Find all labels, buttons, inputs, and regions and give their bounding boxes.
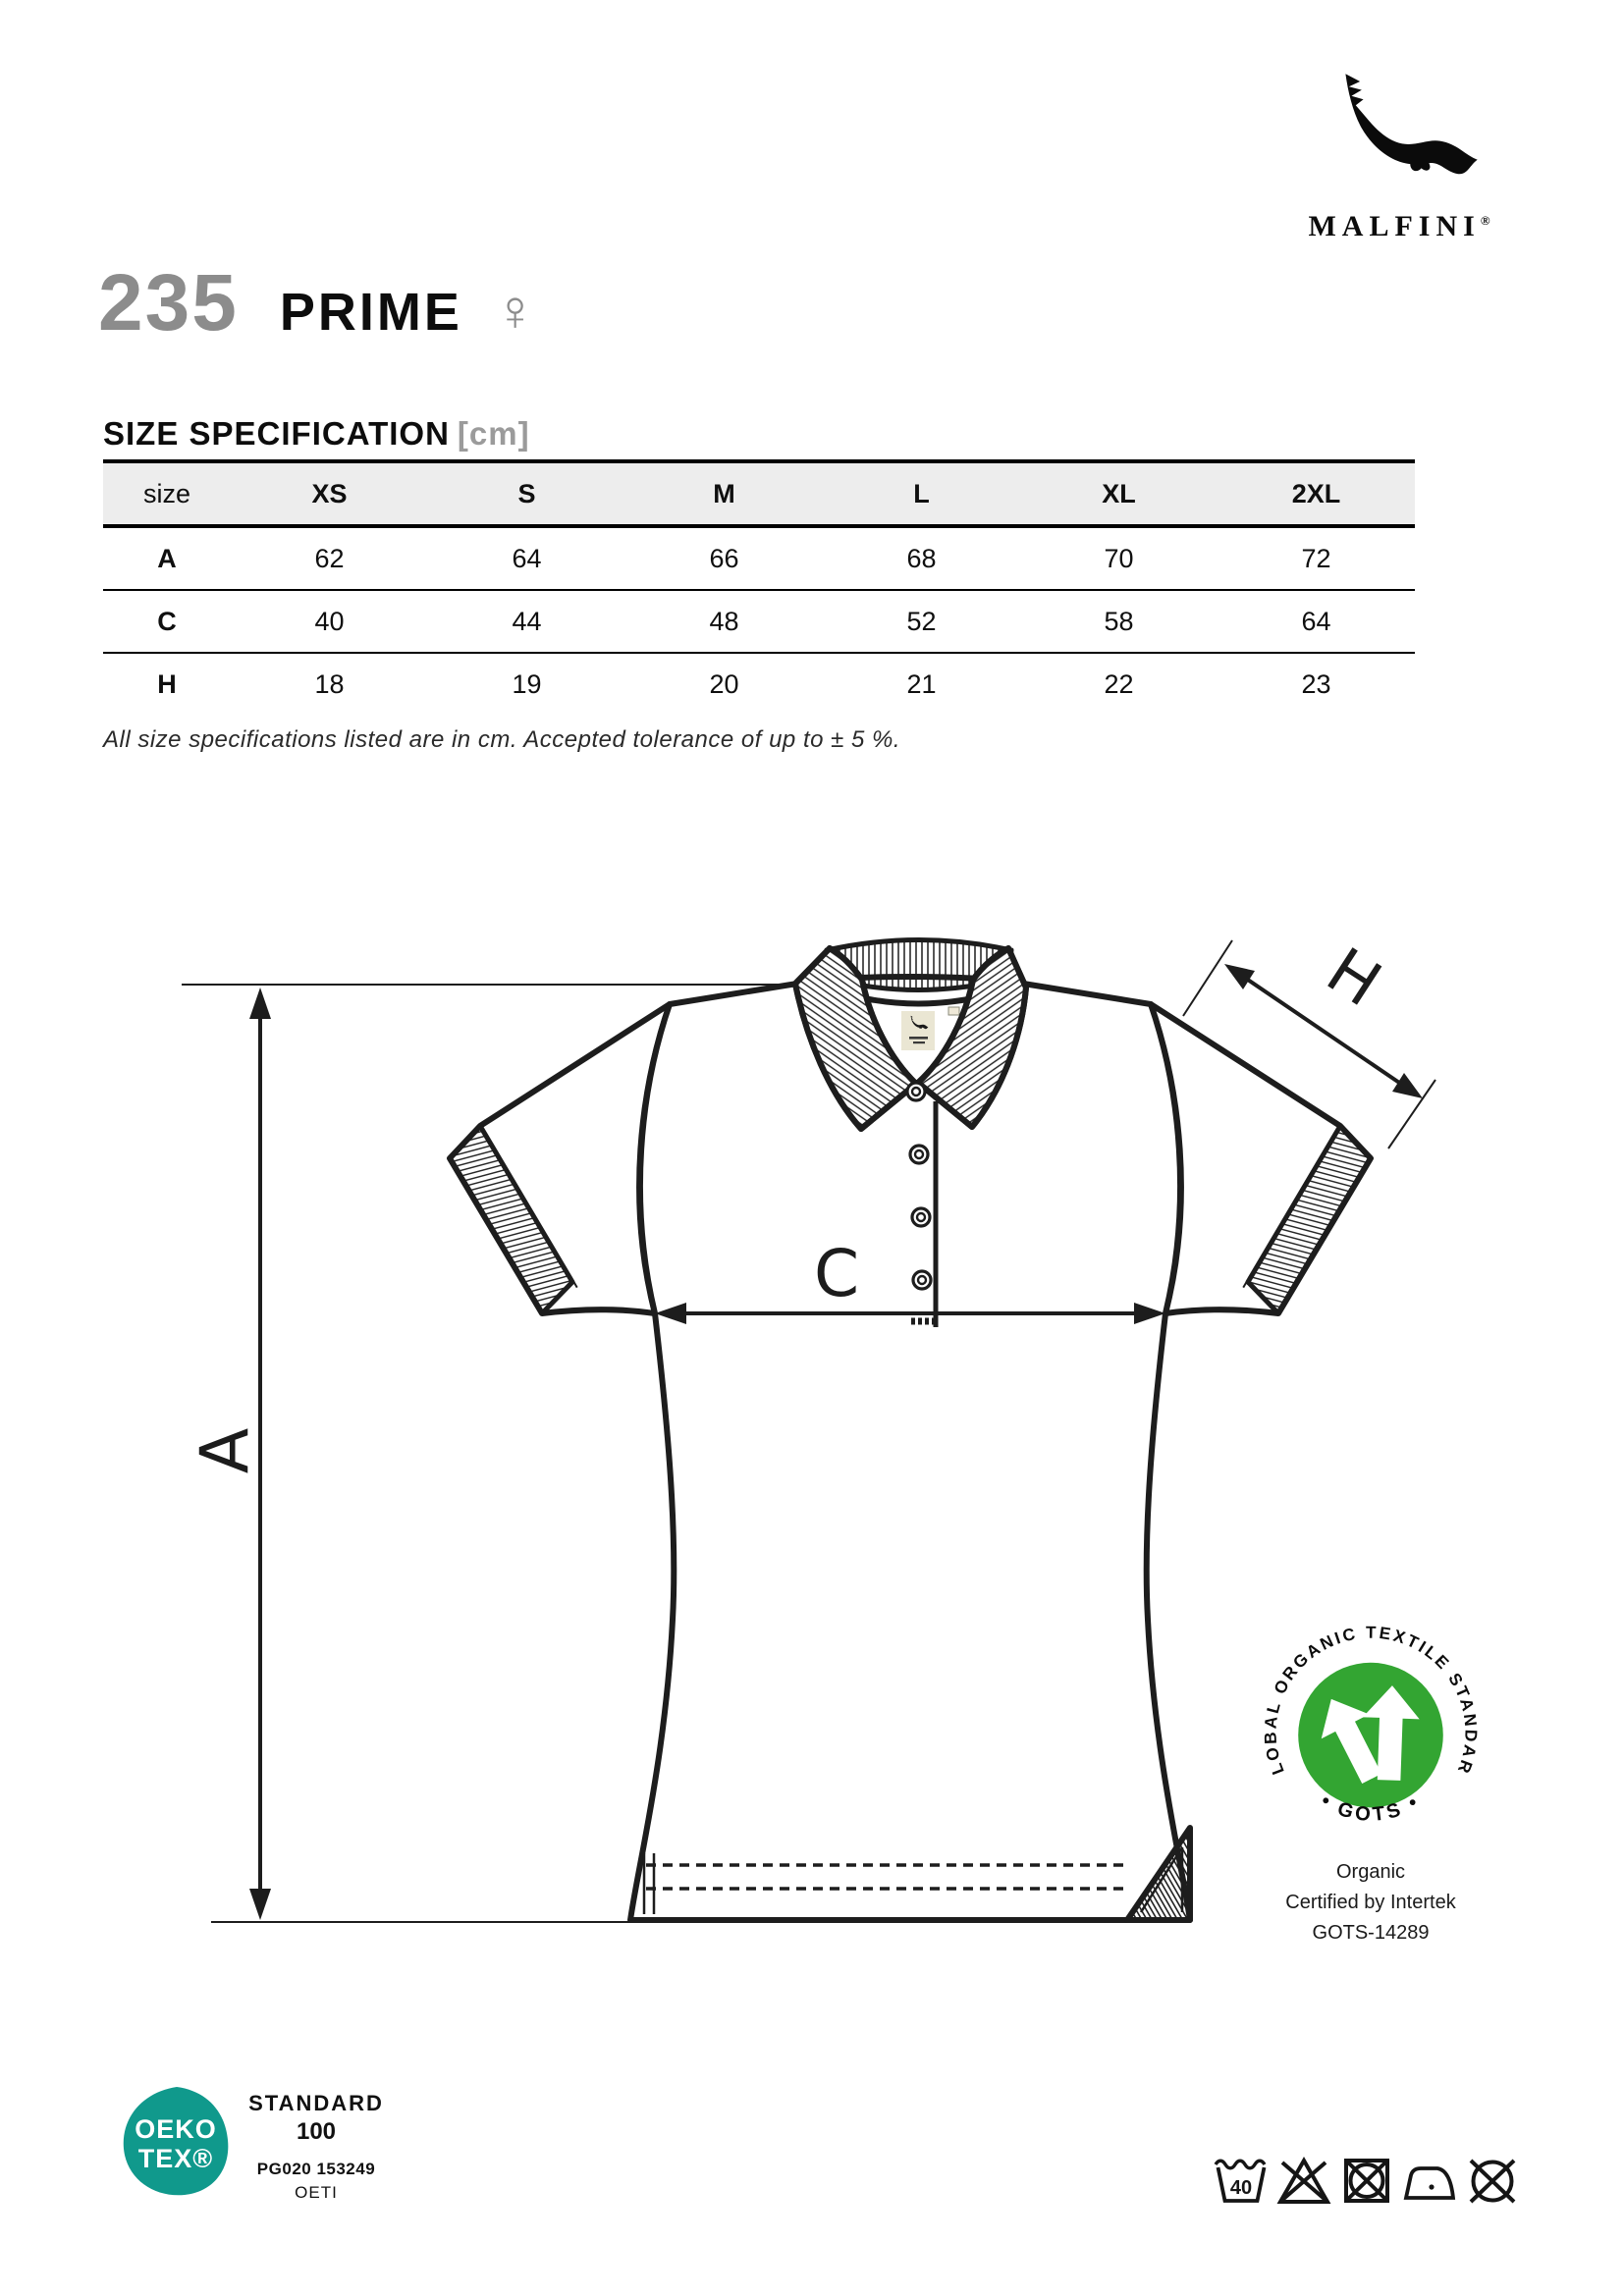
cell: 23: [1301, 668, 1331, 699]
brand-name-text: MALFINI: [1308, 210, 1481, 242]
neck-label: [901, 1011, 935, 1050]
hem-stitching: [642, 1853, 1129, 1914]
row-label: H: [157, 668, 177, 699]
oekotex-word1: OEKO: [135, 2114, 217, 2144]
cell: 44: [512, 606, 542, 636]
col-header-xl: XL: [1102, 478, 1136, 508]
brand-logo: MALFINI®: [1289, 69, 1509, 243]
oekotex-text: STANDARD 100 PG020 153249 OETI: [247, 2091, 385, 2203]
cell: 40: [314, 606, 345, 636]
tolerance-note: All size specifications listed are in cm…: [103, 726, 900, 753]
col-header-l: L: [913, 478, 930, 508]
cell: 22: [1104, 668, 1134, 699]
table-row-h: H 18 19 20 21 22 23: [103, 653, 1415, 715]
section-heading-text: SIZE SPECIFICATION: [103, 415, 450, 452]
table-row-a: A 62 64 66 68 70 72: [103, 526, 1415, 590]
collar-lapels: [792, 945, 1029, 1132]
cell: 68: [906, 543, 937, 573]
oekotex-100: 100: [296, 2118, 337, 2145]
dim-a-arrow: [249, 988, 271, 1920]
neck-label-text-bar: [909, 1037, 928, 1040]
col-header-m: M: [713, 478, 735, 508]
oekotex-institute: OETI: [295, 2183, 338, 2202]
oekotex-word2: TEX®: [138, 2144, 213, 2173]
gots-text-lines: Organic Certified by Intertek GOTS-14289: [1247, 1857, 1494, 1949]
gots-certification: GLOBAL ORGANIC TEXTILE STANDARD • GOTS •…: [1246, 1599, 1494, 1949]
care-symbols: 40: [1214, 2156, 1520, 2207]
gots-line-number: GOTS-14289: [1312, 1922, 1430, 1944]
cell: 70: [1104, 543, 1134, 573]
gots-line-certifier: Certified by Intertek: [1285, 1892, 1456, 1913]
gots-line-organic: Organic: [1335, 1861, 1406, 1883]
malfini-eagle-icon: [1345, 74, 1478, 175]
product-code: 235: [98, 258, 239, 347]
armhole-seams: [636, 1003, 1184, 1314]
cell: 72: [1301, 543, 1331, 573]
cell: 19: [512, 668, 542, 699]
dim-h-label: H: [1314, 934, 1393, 1021]
oekotex-cert-code: PG020 153249: [256, 2160, 376, 2178]
oekotex-certification: OEKO TEX® STANDARD 100 PG020 153249 OETI: [116, 2085, 385, 2203]
page-title: 235 PRIME ♀: [98, 263, 536, 344]
do-not-tumble-dry-icon: [1344, 2159, 1389, 2203]
cell: 58: [1104, 606, 1134, 636]
cell: 20: [709, 668, 739, 699]
neck-label-size-bar: [913, 1041, 925, 1044]
section-heading: SIZE SPECIFICATION [cm]: [103, 415, 530, 453]
iron-low-temperature-icon: [1403, 2166, 1456, 2200]
row-label: A: [157, 543, 177, 573]
dim-c-label: C: [814, 1236, 859, 1311]
machine-wash-40-icon: 40: [1214, 2159, 1267, 2203]
shirt-body: [627, 974, 1193, 1923]
cell: 52: [906, 606, 937, 636]
do-not-dry-clean-icon: [1469, 2159, 1516, 2204]
wash-temp-label: 40: [1230, 2177, 1252, 2199]
size-table-header-row: size XS S M L XL 2XL: [103, 461, 1415, 526]
unit-label: [cm]: [457, 415, 530, 452]
col-header-2xl: 2XL: [1291, 478, 1341, 508]
col-header-xs: XS: [311, 478, 348, 508]
product-name: PRIME: [279, 283, 462, 342]
dim-a-label: A: [187, 1428, 264, 1474]
oekotex-logo-icon: OEKO TEX®: [123, 2087, 229, 2196]
oekotex-standard: STANDARD: [248, 2091, 384, 2115]
hem-slit-triangle: [1124, 1825, 1193, 1923]
size-table: size XS S M L XL 2XL A 62 64 66 68 70 72…: [103, 459, 1415, 715]
neck-side-tag: [947, 1006, 960, 1016]
cell: 64: [1301, 606, 1331, 636]
col-header-size: size: [142, 478, 190, 508]
dim-h-arrow: [1182, 939, 1436, 1149]
female-icon: ♀: [493, 279, 537, 343]
polo-technical-drawing: A: [182, 934, 1436, 1923]
cuff-bands: [447, 1123, 1374, 1316]
cell: 21: [906, 668, 937, 699]
buttons: [905, 1081, 933, 1291]
row-label: C: [157, 606, 177, 636]
cell: 66: [709, 543, 739, 573]
cell: 48: [709, 606, 739, 636]
brand-name: MALFINI®: [1289, 210, 1509, 243]
dim-c-arrow: [655, 1303, 1165, 1324]
gots-logo-icon: GLOBAL ORGANIC TEXTILE STANDARD • GOTS •: [1246, 1599, 1479, 1826]
table-row-c: C 40 44 48 52 58 64: [103, 590, 1415, 653]
col-header-s: S: [517, 478, 536, 508]
do-not-bleach-icon: [1276, 2156, 1331, 2204]
cell: 62: [314, 543, 345, 573]
cell: 18: [314, 668, 345, 699]
cell: 64: [512, 543, 542, 573]
registered-mark: ®: [1480, 213, 1490, 228]
